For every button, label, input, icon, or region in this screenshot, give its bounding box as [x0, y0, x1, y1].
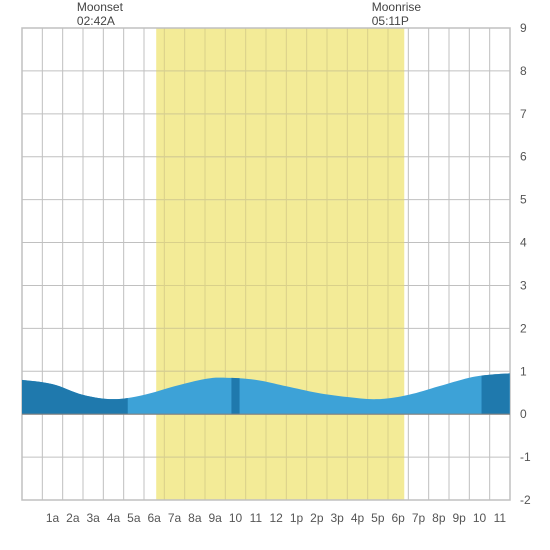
x-tick-label: 4p: [351, 511, 365, 525]
y-tick-label: 0: [520, 407, 527, 421]
x-tick-label: 8p: [432, 511, 446, 525]
y-tick-label: 5: [520, 193, 527, 207]
x-tick-label: 5a: [127, 511, 141, 525]
chart-svg: -2-101234567891a2a3a4a5a6a7a8a9a1011121p…: [0, 0, 550, 550]
x-tick-label: 9p: [452, 511, 466, 525]
y-tick-label: 7: [520, 107, 527, 121]
x-tick-label: 9a: [208, 511, 222, 525]
x-tick-label: 2p: [310, 511, 324, 525]
x-tick-label: 3a: [86, 511, 100, 525]
x-tick-label: 6p: [391, 511, 405, 525]
moonset-annotation: Moonset 02:42A: [77, 0, 123, 29]
y-tick-label: -2: [520, 493, 531, 507]
x-tick-label: 12: [269, 511, 283, 525]
x-tick-label: 10: [229, 511, 243, 525]
x-tick-label: 11: [494, 511, 507, 525]
moonrise-annotation: Moonrise 05:11P: [372, 0, 421, 29]
moonrise-time: 05:11P: [372, 14, 421, 28]
x-tick-label: 6a: [147, 511, 161, 525]
moonset-title: Moonset: [77, 0, 123, 14]
x-tick-label: 3p: [330, 511, 344, 525]
tide-chart: Moonset 02:42A Moonrise 05:11P -2-101234…: [0, 0, 550, 550]
x-tick-label: 2a: [66, 511, 80, 525]
x-tick-label: 1p: [290, 511, 304, 525]
y-tick-label: -1: [520, 450, 531, 464]
x-tick-label: 4a: [107, 511, 121, 525]
y-tick-label: 1: [520, 364, 527, 378]
y-tick-label: 8: [520, 64, 527, 78]
x-tick-label: 5p: [371, 511, 385, 525]
x-tick-label: 7p: [412, 511, 426, 525]
x-tick-label: 10: [473, 511, 487, 525]
moonset-time: 02:42A: [77, 14, 123, 28]
y-tick-label: 4: [520, 236, 527, 250]
x-tick-label: 8a: [188, 511, 202, 525]
x-tick-label: 7a: [168, 511, 182, 525]
y-tick-label: 9: [520, 21, 527, 35]
daylight-band: [156, 28, 404, 500]
x-tick-label: 11: [250, 511, 263, 525]
x-tick-label: 1a: [46, 511, 60, 525]
moonrise-title: Moonrise: [372, 0, 421, 14]
y-tick-label: 3: [520, 278, 527, 292]
y-tick-label: 2: [520, 321, 527, 335]
y-tick-label: 6: [520, 150, 527, 164]
